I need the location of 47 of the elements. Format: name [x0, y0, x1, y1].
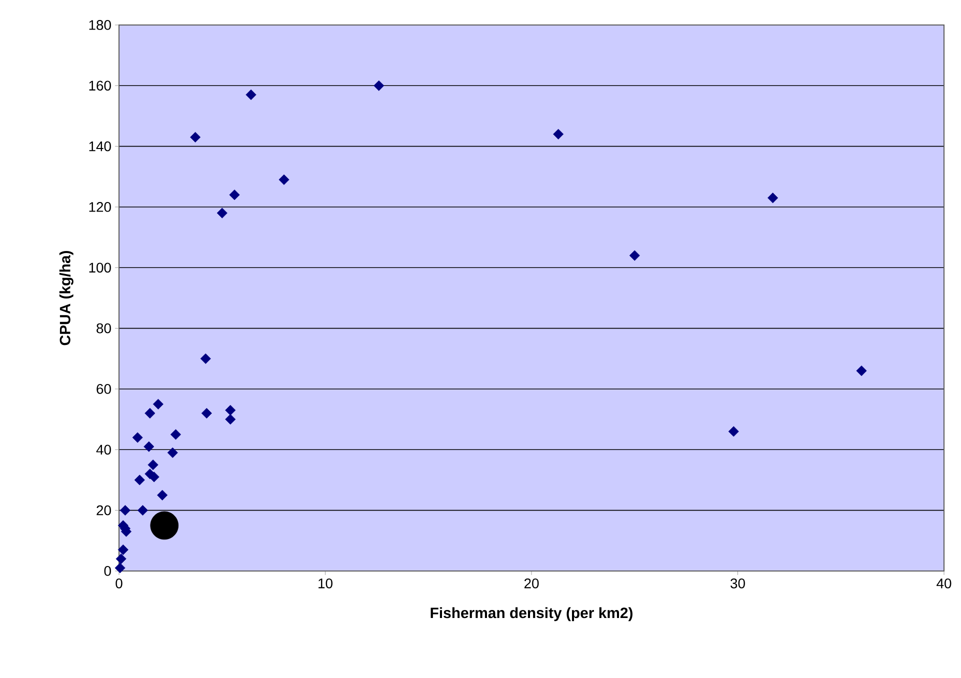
point	[167, 447, 178, 458]
y-tick-label: 180	[89, 20, 111, 30]
point	[856, 366, 867, 376]
x-tick-label: 0	[116, 578, 122, 588]
point	[225, 404, 236, 416]
y-tick-label: 160	[89, 80, 111, 91]
point	[374, 80, 384, 91]
point	[200, 353, 211, 364]
point	[116, 554, 126, 564]
point	[114, 562, 126, 574]
point	[629, 250, 640, 261]
point	[553, 128, 564, 140]
x-axis-title: Fisherman density (per km2)	[430, 607, 632, 622]
y-tick-label: 20	[96, 505, 111, 516]
x-tick-label: 20	[524, 578, 539, 588]
point	[134, 474, 145, 486]
y-axis-title: CPUA (kg/ha)	[59, 251, 74, 346]
point	[150, 511, 179, 540]
point	[201, 408, 212, 419]
point	[229, 190, 240, 200]
point	[246, 89, 256, 100]
point	[170, 429, 181, 440]
y-tick-label: 100	[89, 262, 111, 273]
y-tick-label: 120	[89, 202, 111, 212]
point	[157, 490, 168, 500]
point	[216, 208, 228, 218]
point	[144, 408, 156, 419]
point	[118, 544, 128, 556]
x-tick-label: 30	[730, 578, 745, 588]
y-tick-label: 0	[104, 566, 111, 576]
point	[728, 426, 739, 437]
y-tick-label: 140	[89, 141, 111, 152]
x-tick-label: 10	[318, 578, 332, 588]
point	[152, 398, 164, 410]
x-tick-label: 40	[936, 578, 952, 588]
point	[137, 505, 148, 516]
point	[225, 414, 236, 425]
point	[144, 441, 154, 452]
point	[768, 192, 778, 204]
y-tick-label: 40	[96, 444, 111, 455]
point	[120, 505, 130, 516]
point	[278, 174, 290, 185]
point	[132, 432, 143, 443]
y-tick-label: 60	[96, 384, 111, 394]
point	[148, 460, 158, 470]
point	[190, 132, 201, 142]
y-tick-label: 80	[96, 323, 111, 334]
